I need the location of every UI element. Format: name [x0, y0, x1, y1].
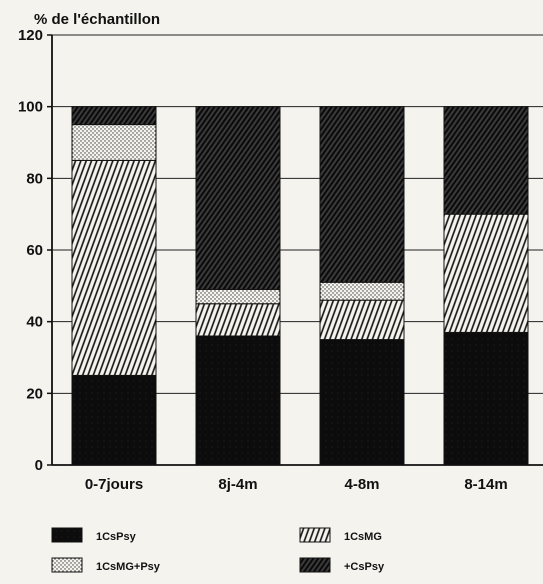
bar-segment--cspsy: [195, 106, 281, 290]
y-axis-title: % de l'échantillon: [34, 11, 160, 28]
legend: 1CsPsy 1CsMG 1CsMG+Psy +CsPsy: [51, 527, 385, 573]
bar-segment-1cspsy: [319, 339, 405, 466]
bar-segment--cspsy: [319, 106, 405, 283]
bar-segment-1csmg: [195, 303, 281, 337]
bar-segment-1cspsy: [195, 335, 281, 466]
bar-segment-1cspsy: [71, 374, 157, 466]
bar-segment-1csmg: [443, 213, 529, 333]
y-tick-label: 0: [35, 457, 43, 474]
bar-segment-1csmg: [319, 299, 405, 341]
y-tick-label: 80: [26, 170, 43, 187]
bar-segment-1csmg-psy: [195, 288, 281, 305]
bar-segment-1csmg-psy: [319, 281, 405, 301]
y-tick-label: 40: [26, 314, 43, 331]
legend-swatch: [299, 527, 331, 543]
legend-label: 1CsMG: [344, 531, 382, 543]
category-label: 0-7jours: [85, 476, 143, 493]
category-labels: 0-7jours 8j-4m 4-8m 8-14m: [85, 476, 508, 493]
y-tick-label: 20: [26, 385, 43, 402]
bar-segment-1csmg-psy: [71, 124, 157, 161]
bar-segment-1csmg: [71, 159, 157, 376]
legend-label: 1CsMG+Psy: [96, 561, 161, 573]
legend-swatch: [299, 557, 331, 573]
y-tick-label: 120: [18, 27, 43, 44]
bar-segment-1cspsy: [443, 331, 529, 466]
bars: [71, 106, 529, 466]
bar-segment--cspsy: [443, 106, 529, 215]
y-tick-label: 100: [18, 99, 43, 116]
category-label: 4-8m: [344, 476, 379, 493]
y-tick-label: 60: [26, 242, 43, 259]
category-label: 8j-4m: [218, 476, 257, 493]
legend-label: +CsPsy: [344, 561, 385, 573]
bar-segment--cspsy: [71, 106, 157, 126]
legend-swatch: [51, 557, 83, 573]
legend-swatch: [51, 527, 83, 543]
y-tick-labels: 0 20 40 60 80 100 120: [18, 27, 43, 474]
axes: [47, 34, 543, 466]
legend-label: 1CsPsy: [96, 531, 137, 543]
category-label: 8-14m: [464, 476, 507, 493]
